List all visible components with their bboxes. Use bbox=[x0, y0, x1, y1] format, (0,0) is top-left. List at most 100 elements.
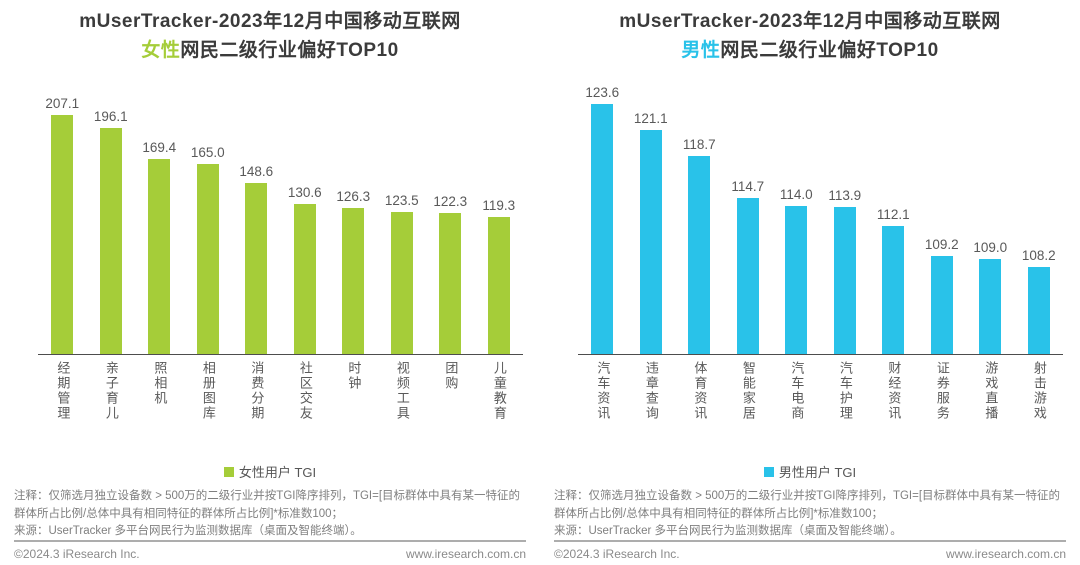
category-label: 视频工具 bbox=[394, 361, 410, 422]
category-label: 射击游戏 bbox=[1031, 361, 1047, 422]
category-label: 儿童教育 bbox=[491, 361, 507, 422]
bar-slot: 165.0 bbox=[184, 93, 233, 355]
category-label: 汽车电商 bbox=[789, 361, 805, 422]
copyright-text: ©2024.3 iResearch Inc. bbox=[14, 547, 140, 561]
bar-value-label: 108.2 bbox=[1021, 248, 1056, 264]
category-label: 照相机 bbox=[152, 361, 168, 407]
bar bbox=[390, 212, 413, 355]
chart-title: mUserTracker-2023年12月中国移动互联网 男性网民二级行业偏好T… bbox=[554, 8, 1066, 65]
website-url: www.iresearch.com.cn bbox=[945, 547, 1066, 561]
legend-label: 男性用户 TGI bbox=[778, 465, 857, 481]
bar-area: 207.1 196.1 169.4 165.0 148.6 130.6 126.3 123.5… bbox=[38, 93, 524, 356]
category-label: 游戏直播 bbox=[983, 361, 999, 422]
category-label: 智能家居 bbox=[740, 361, 756, 422]
bar bbox=[342, 208, 365, 355]
bar-slot: 123.6 bbox=[578, 85, 627, 355]
bar-value-label: 113.9 bbox=[828, 188, 862, 204]
category-label: 团购 bbox=[443, 361, 459, 392]
chart-title-line2: 女性网民二级行业偏好TOP10 bbox=[14, 37, 526, 66]
legend-label: 女性用户 TGI bbox=[238, 465, 317, 481]
bar-value-label: 126.3 bbox=[336, 189, 371, 205]
bar bbox=[439, 213, 462, 355]
bar-value-label: 165.0 bbox=[190, 145, 225, 161]
bar-value-label: 123.5 bbox=[384, 193, 419, 209]
bar-value-label: 109.2 bbox=[924, 237, 959, 253]
bar-slot: 207.1 bbox=[38, 93, 87, 355]
bar-slot: 121.1 bbox=[627, 93, 676, 355]
category-label: 财经资讯 bbox=[886, 361, 902, 422]
category-row: 汽车资讯 违章查询 体育资讯 智能家居 汽车电商 汽车护理 财经资讯 证券服务 游戏直播 射击游戏 bbox=[578, 361, 1063, 458]
bar-slot: 113.9 bbox=[821, 93, 870, 355]
bar-slot: 196.1 bbox=[87, 93, 136, 355]
female-chart-panel: mUserTracker-2023年12月中国移动互联网 女性网民二级行业偏好T… bbox=[14, 8, 526, 561]
bar-value-label: 114.0 bbox=[779, 187, 813, 203]
legend-marker bbox=[223, 466, 234, 477]
bar-value-label: 196.1 bbox=[93, 109, 128, 125]
bar-value-label: 119.3 bbox=[482, 198, 516, 214]
category-label: 违章查询 bbox=[643, 361, 659, 422]
bar-slot: 119.3 bbox=[475, 93, 524, 355]
bar-slot: 109.0 bbox=[966, 93, 1015, 355]
bar-value-label: 130.6 bbox=[287, 185, 322, 201]
bar bbox=[591, 104, 614, 355]
category-label: 消费分期 bbox=[249, 361, 265, 422]
chart-title-line1: mUserTracker-2023年12月中国移动互联网 bbox=[619, 11, 1001, 32]
bar bbox=[736, 198, 759, 355]
bar bbox=[688, 156, 711, 355]
panel-footer: ©2024.3 iResearch Inc. www.iresearch.com… bbox=[14, 540, 526, 561]
bar-value-label: 169.4 bbox=[142, 140, 177, 156]
bar-slot: 109.2 bbox=[918, 93, 967, 355]
bar-slot: 112.1 bbox=[869, 93, 918, 355]
footnote-source: 来源：UserTracker 多平台网民行为监测数据库（桌面及智能终端）。 bbox=[14, 524, 362, 537]
category-label: 体育资讯 bbox=[692, 361, 708, 422]
bar bbox=[979, 259, 1002, 355]
bar-slot: 108.2 bbox=[1015, 93, 1064, 355]
chart-title-line1: mUserTracker-2023年12月中国移动互联网 bbox=[79, 11, 461, 32]
bar bbox=[196, 164, 219, 355]
chart-legend: 女性用户 TGI bbox=[14, 462, 526, 481]
copyright-text: ©2024.3 iResearch Inc. bbox=[554, 547, 680, 561]
bar-area: 123.6 121.1 118.7 114.7 114.0 113.9 112.1 109.2… bbox=[578, 85, 1064, 356]
chart-title: mUserTracker-2023年12月中国移动互联网 女性网民二级行业偏好T… bbox=[14, 8, 526, 65]
category-label: 社区交友 bbox=[297, 361, 313, 422]
category-label: 汽车资讯 bbox=[595, 361, 611, 422]
category-label: 亲子育儿 bbox=[103, 361, 119, 422]
bar bbox=[487, 217, 510, 355]
legend-marker bbox=[763, 466, 774, 477]
male-chart-panel: mUserTracker-2023年12月中国移动互联网 男性网民二级行业偏好T… bbox=[540, 0, 1080, 565]
category-label: 证券服务 bbox=[934, 361, 950, 422]
bar-slot: 169.4 bbox=[135, 93, 184, 355]
bar bbox=[51, 115, 74, 355]
category-label: 汽车护理 bbox=[837, 361, 853, 422]
bar-slot: 126.3 bbox=[329, 93, 378, 355]
bar-slot: 114.0 bbox=[772, 93, 821, 355]
category-label: 经期管理 bbox=[55, 361, 71, 422]
bar-slot: 123.5 bbox=[378, 93, 427, 355]
bar bbox=[99, 128, 122, 355]
bar bbox=[293, 204, 316, 355]
bar bbox=[639, 130, 662, 355]
chart-title-line2: 男性网民二级行业偏好TOP10 bbox=[554, 37, 1066, 66]
title-rest: 网民二级行业偏好TOP10 bbox=[720, 39, 939, 61]
bar bbox=[882, 226, 905, 355]
bar-value-label: 123.6 bbox=[585, 85, 620, 101]
title-rest: 网民二级行业偏好TOP10 bbox=[180, 39, 399, 61]
bar-value-label: 121.1 bbox=[633, 111, 668, 127]
footnote-note: 注释：仅筛选月独立设备数 > 500万的二级行业并按TGI降序排列，TGI=[目… bbox=[14, 490, 521, 520]
bar bbox=[1027, 267, 1050, 355]
bar bbox=[785, 206, 808, 355]
bar-slot: 114.7 bbox=[724, 93, 773, 355]
category-row: 经期管理 亲子育儿 照相机 相册图库 消费分期 社区交友 时钟 视频工具 团购 儿童教育 bbox=[38, 361, 523, 458]
footnote: 注释：仅筛选月独立设备数 > 500万的二级行业并按TGI降序排列，TGI=[目… bbox=[14, 488, 526, 540]
title-highlight: 女性 bbox=[141, 39, 181, 61]
category-label: 时钟 bbox=[346, 361, 362, 392]
bar-value-label: 148.6 bbox=[239, 164, 274, 180]
bar bbox=[245, 183, 268, 355]
bar-value-label: 112.1 bbox=[876, 207, 910, 223]
footnote-source: 来源：UserTracker 多平台网民行为监测数据库（桌面及智能终端）。 bbox=[554, 524, 902, 537]
panel-footer: ©2024.3 iResearch Inc. www.iresearch.com… bbox=[554, 540, 1066, 561]
bar-value-label: 109.0 bbox=[973, 240, 1008, 256]
bar-value-label: 118.7 bbox=[682, 137, 716, 153]
bar bbox=[930, 256, 953, 355]
